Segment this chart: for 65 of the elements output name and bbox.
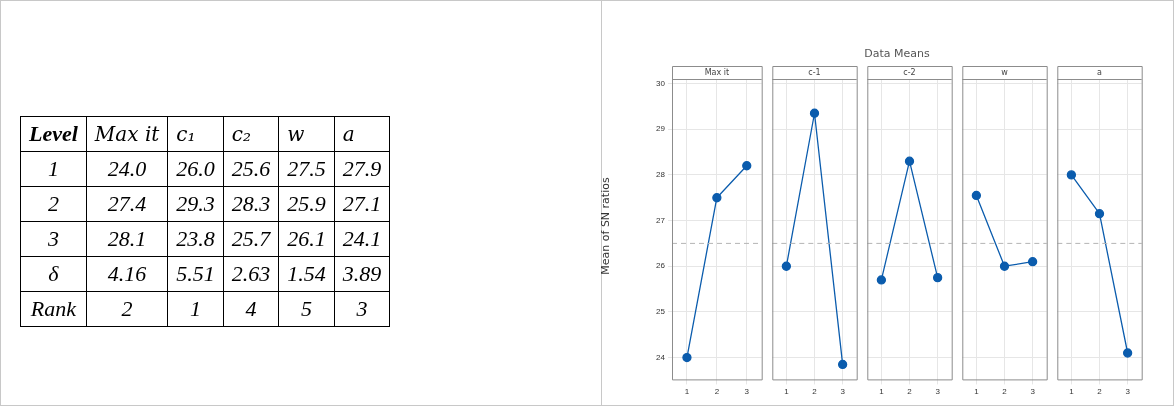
chart-title: w <box>1001 68 1009 78</box>
text: 23.8 <box>176 226 215 251</box>
y-tick-label: 28 <box>656 170 666 180</box>
text: 5.51 <box>176 261 215 286</box>
text: 26.0 <box>176 156 215 181</box>
x-tick-label: 2 <box>812 387 818 397</box>
text: 28.1 <box>107 226 147 251</box>
text: 27.4 <box>107 191 147 216</box>
chart-title: Max it <box>704 68 730 78</box>
category-label: c₂ <box>223 116 279 152</box>
text: 24.0 <box>107 156 147 181</box>
text: 27.9 <box>342 156 382 181</box>
text: 27.5 <box>287 156 326 181</box>
x-tick-label: 1 <box>784 387 790 397</box>
text: 24.1 <box>342 226 382 251</box>
text: 4 <box>245 296 257 321</box>
chart-title: a <box>1097 68 1103 78</box>
text: 29.3 <box>176 191 215 216</box>
x-tick-label: 2 <box>907 387 913 397</box>
category-label: δ <box>48 261 59 286</box>
x-tick-label: 2 <box>1002 387 1008 397</box>
y-tick-label: 26 <box>656 261 666 271</box>
text: 1.54 <box>287 261 326 286</box>
x-tick-label: 2 <box>1097 387 1103 397</box>
x-tick-label: 3 <box>1125 387 1131 397</box>
y-tick-label: 27 <box>656 215 666 225</box>
text: 3 <box>356 296 368 321</box>
text: 27.1 <box>342 191 382 216</box>
x-tick-label: 1 <box>879 387 885 397</box>
chart-title: c-2 <box>903 68 916 78</box>
text: 28.3 <box>231 191 271 216</box>
text: 4.16 <box>107 261 147 286</box>
x-tick-label: 1 <box>684 387 690 397</box>
y-tick-label: 29 <box>656 124 666 134</box>
x-tick-label: 1 <box>1069 387 1075 397</box>
x-tick-label: 3 <box>840 387 846 397</box>
x-tick-label: 3 <box>935 387 941 397</box>
text: 2.63 <box>231 261 271 286</box>
text: 25.7 <box>231 226 271 251</box>
text: 25.6 <box>231 156 271 181</box>
category-label: Max it <box>86 116 168 152</box>
x-tick-label: 3 <box>1030 387 1036 397</box>
category-label: c₁ <box>167 116 224 152</box>
text: 1 <box>190 296 202 321</box>
text: Level <box>20 116 87 152</box>
text: 3.89 <box>342 261 382 286</box>
y-axis-title: Mean of SN ratios <box>598 177 612 275</box>
x-tick-label: 2 <box>714 387 720 397</box>
category-label: Rank <box>30 296 77 321</box>
category-label: 3 <box>47 226 59 251</box>
text: 5 <box>301 296 313 321</box>
text: 25.9 <box>287 191 326 216</box>
text: 26.1 <box>287 226 326 251</box>
x-tick-label: 1 <box>974 387 980 397</box>
category-label: a <box>334 116 390 152</box>
y-tick-label: 30 <box>656 78 666 88</box>
y-tick-label: 24 <box>656 352 666 362</box>
category-label: 2 <box>47 191 59 216</box>
y-tick-label: 25 <box>656 307 666 317</box>
text: 2 <box>121 296 133 321</box>
chart-title: c-1 <box>808 68 821 78</box>
text: Data Means <box>863 47 931 60</box>
category-label: 1 <box>47 156 59 181</box>
category-label: w <box>278 116 335 152</box>
x-tick-label: 3 <box>744 387 750 397</box>
